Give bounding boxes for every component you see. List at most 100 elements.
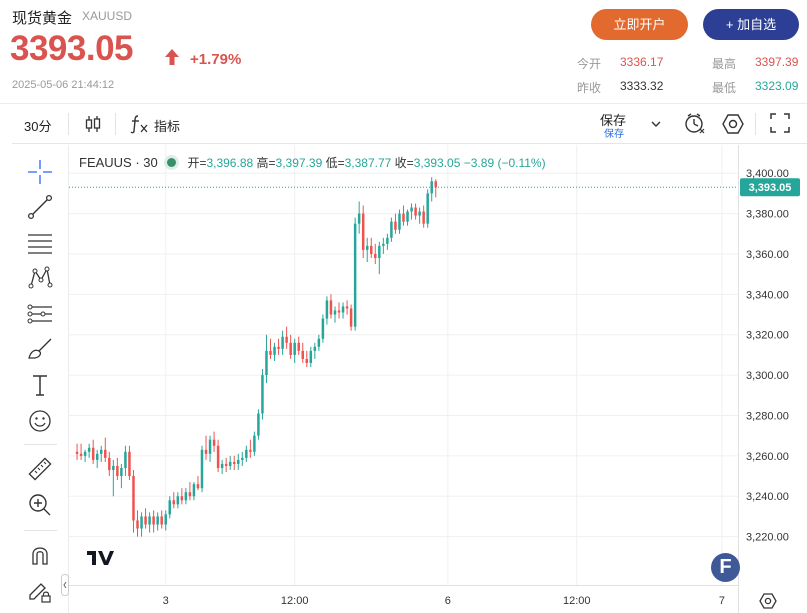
candle-body <box>91 447 95 460</box>
candle-body <box>426 193 429 224</box>
candle-body <box>112 465 115 470</box>
candle-body <box>414 207 417 216</box>
candle-body <box>269 350 272 355</box>
candle-body <box>75 451 79 454</box>
candle-body <box>361 213 365 250</box>
trendline-icon[interactable] <box>26 193 54 221</box>
save-button[interactable]: 保存 <box>600 113 627 128</box>
ruler-icon[interactable] <box>26 455 54 483</box>
emoji-icon[interactable] <box>26 407 54 435</box>
high-value: 3397.39 <box>755 55 799 69</box>
candle-body <box>309 350 313 363</box>
candle-body <box>341 306 345 313</box>
indicators-button[interactable]: 指标 <box>154 119 181 134</box>
brand-logo: F <box>711 553 740 582</box>
candle-body <box>365 245 369 250</box>
candle-body <box>196 484 200 489</box>
candle-body <box>152 516 155 525</box>
chevron-down-icon[interactable] <box>650 119 662 129</box>
candle-body <box>144 516 147 525</box>
candle-body <box>333 310 337 315</box>
low-value: 3323.09 <box>755 79 799 93</box>
toolbar-divider <box>68 113 69 135</box>
candle-body <box>184 492 188 501</box>
settings-hex-icon[interactable] <box>721 112 745 136</box>
candle-body <box>95 453 99 460</box>
chart-area[interactable]: 3,393.05 3,220.00 3,240.00 3,260.00 3,280.00… <box>69 145 807 613</box>
horizontal-lines-icon[interactable] <box>26 229 54 257</box>
zoom-in-icon[interactable] <box>26 491 54 519</box>
brush-icon[interactable] <box>26 335 54 363</box>
candle-body <box>176 496 180 505</box>
candle-body <box>180 496 184 501</box>
time-tick-label: 12:00 <box>563 595 591 607</box>
candle-body <box>220 463 224 468</box>
quote-timestamp: 2025-05-06 21:44:12 <box>12 79 115 91</box>
candle-body <box>337 310 341 313</box>
lock-pencil-icon[interactable] <box>26 577 54 605</box>
time-tick-label: 12:00 <box>281 595 309 607</box>
candle-body <box>212 439 216 446</box>
legend-open-value: 3,396.88 <box>206 156 254 170</box>
add-watchlist-button[interactable]: + 加自选 <box>703 9 799 40</box>
price-tick-label: 3,360.00 <box>746 249 789 261</box>
candle-body <box>382 243 385 246</box>
today-open-label: 今开 <box>577 57 602 71</box>
candle-body <box>378 245 381 258</box>
candle-body <box>120 467 123 477</box>
goto-realtime-icon[interactable] <box>759 592 777 610</box>
candle-body <box>374 253 377 258</box>
pattern-icon[interactable] <box>26 263 54 291</box>
candle-body <box>297 342 300 351</box>
candle-body <box>104 449 107 458</box>
price-tick-label: 3,380.00 <box>746 209 789 221</box>
timeframe-selector[interactable]: 30分 <box>24 119 52 134</box>
candle-body <box>434 181 437 188</box>
bar-type-icon[interactable] <box>84 114 102 134</box>
candlestick-chart[interactable]: 3,393.05 3,220.00 3,240.00 3,260.00 3,280.00… <box>69 145 807 613</box>
candle-body <box>99 449 103 454</box>
change-percent: +1.79% <box>190 51 242 68</box>
legend-low-value: 3,387.77 <box>344 156 392 170</box>
candle-body <box>241 457 244 460</box>
candle-body <box>79 453 83 456</box>
fib-icon[interactable] <box>26 300 54 328</box>
low-label: 最低 <box>712 81 737 95</box>
alert-icon[interactable] <box>683 112 707 136</box>
candle-body <box>285 336 288 343</box>
candle-body <box>192 484 196 497</box>
fx-icon[interactable] <box>129 113 151 135</box>
candle-body <box>245 449 248 458</box>
candle-body <box>232 461 236 464</box>
candle-body <box>237 459 240 464</box>
crosshair-icon[interactable] <box>26 158 54 186</box>
candle-body <box>386 237 389 244</box>
candle-body <box>224 463 228 466</box>
toolbar-divider <box>115 113 116 135</box>
candle-body <box>83 451 87 456</box>
candle-body <box>317 338 321 347</box>
text-icon[interactable] <box>26 371 54 399</box>
candle-body <box>204 449 208 454</box>
price-tick-label: 3,400.00 <box>746 168 789 180</box>
candle-body <box>200 449 204 489</box>
sidebar-collapse-icon[interactable] <box>61 574 69 596</box>
toolbar-divider <box>755 113 756 135</box>
price-tick-label: 3,340.00 <box>746 289 789 301</box>
magnet-icon[interactable] <box>26 541 54 569</box>
tradingview-logo-icon <box>82 541 116 575</box>
candle-body <box>349 308 353 327</box>
candle-body <box>124 451 127 468</box>
up-arrow-icon <box>165 49 179 65</box>
candle-body <box>273 346 276 355</box>
open-account-button[interactable]: 立即开户 <box>591 9 688 40</box>
instrument-symbol: XAUUSD <box>82 9 133 23</box>
candle-body <box>410 207 413 212</box>
fullscreen-icon[interactable] <box>770 113 790 133</box>
sidebar-divider <box>24 444 57 445</box>
candle-body <box>313 346 317 351</box>
legend-close-label: 收= <box>394 156 414 170</box>
candle-body <box>261 375 264 414</box>
price-tick-label: 3,240.00 <box>746 491 789 503</box>
candle-body <box>132 476 135 521</box>
